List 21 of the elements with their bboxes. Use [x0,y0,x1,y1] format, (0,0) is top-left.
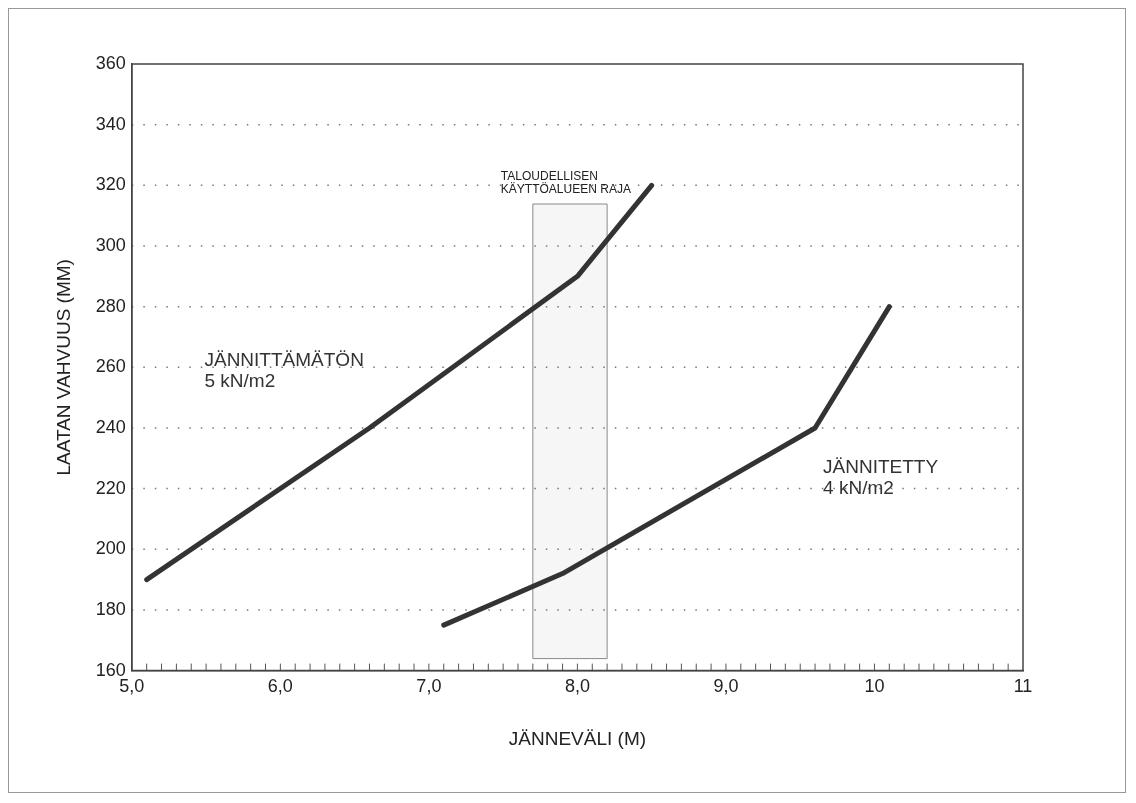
y-tick-label: 300 [95,234,126,255]
x-tick-label: 11 [1013,676,1033,697]
y-tick-label: 360 [95,52,126,73]
y-tick-label: 240 [95,416,126,437]
x-tick-label: 8,0 [564,676,590,697]
series-label: JÄNNITTÄMÄTÖN 5 kN/m2 [204,348,364,391]
x-tick-label: 10 [864,676,885,697]
x-tick-label: 7,0 [416,676,442,697]
y-tick-label: 180 [95,598,126,619]
series-label: JÄNNITETTY 4 kN/m2 [823,455,939,498]
y-tick-label: 280 [95,295,126,316]
band-label: TALOUDELLISEN KÄYTTÖALUEEN RAJA [500,169,631,197]
y-tick-label: 340 [95,113,126,134]
y-tick-label: 260 [95,356,126,377]
y-tick-label: 320 [95,174,126,195]
y-tick-label: 220 [95,477,126,498]
y-tick-label: 200 [95,538,126,559]
x-tick-label: 9,0 [713,676,739,697]
y-axis-title: LAATAN VAHVUUS (MM) [52,259,74,476]
x-axis-title: JÄNNEVÄLI (M) [508,727,647,749]
x-tick-label: 6,0 [267,676,293,697]
